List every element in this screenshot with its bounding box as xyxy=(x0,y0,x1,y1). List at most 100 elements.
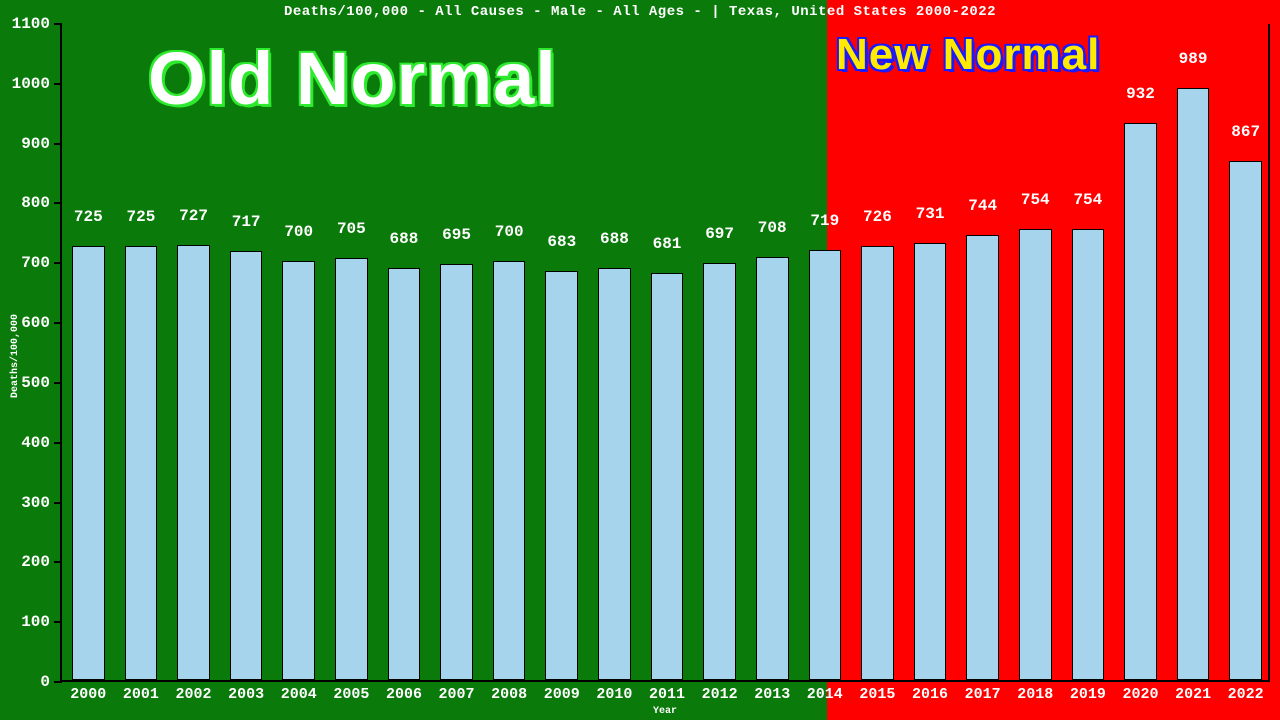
ytick-label: 200 xyxy=(21,553,50,571)
bar xyxy=(440,264,473,680)
bar xyxy=(388,268,421,680)
bar xyxy=(1124,123,1157,681)
ytick-mark xyxy=(54,262,62,264)
xtick-label: 2015 xyxy=(859,686,895,703)
xtick-label: 2009 xyxy=(544,686,580,703)
bar xyxy=(703,263,736,680)
xtick-label: 2006 xyxy=(386,686,422,703)
bar-value-label: 681 xyxy=(653,235,682,253)
ytick-mark xyxy=(54,442,62,444)
bar-value-label: 726 xyxy=(863,208,892,226)
xtick-label: 2005 xyxy=(333,686,369,703)
xtick-label: 2016 xyxy=(912,686,948,703)
xtick-label: 2021 xyxy=(1175,686,1211,703)
ytick-mark xyxy=(54,322,62,324)
bar-value-label: 705 xyxy=(337,220,366,238)
bar xyxy=(125,246,158,680)
bar-value-label: 688 xyxy=(600,230,629,248)
bar-value-label: 867 xyxy=(1231,123,1260,141)
bar xyxy=(1072,229,1105,680)
bar xyxy=(861,246,894,680)
bar xyxy=(1177,88,1210,680)
bar-value-label: 989 xyxy=(1179,50,1208,68)
ytick-mark xyxy=(54,23,62,25)
bar-value-label: 719 xyxy=(810,212,839,230)
xtick-label: 2018 xyxy=(1017,686,1053,703)
chart-stage: Deaths/100,000 - All Causes - Male - All… xyxy=(0,0,1280,720)
bar xyxy=(177,245,210,680)
ytick-mark xyxy=(54,621,62,623)
old-normal-label: Old Normal xyxy=(148,36,557,121)
plot-area: 0100200300400500600700800900100011007252… xyxy=(60,24,1270,682)
xtick-label: 2020 xyxy=(1122,686,1158,703)
xtick-label: 2012 xyxy=(702,686,738,703)
bar xyxy=(282,261,315,680)
ytick-mark xyxy=(54,382,62,384)
chart-title: Deaths/100,000 - All Causes - Male - All… xyxy=(0,4,1280,20)
y-axis-label: Deaths/100,000 xyxy=(10,314,21,398)
bar-value-label: 731 xyxy=(916,205,945,223)
xtick-label: 2010 xyxy=(596,686,632,703)
ytick-label: 500 xyxy=(21,374,50,392)
ytick-mark xyxy=(54,202,62,204)
bar-value-label: 700 xyxy=(284,223,313,241)
xtick-label: 2004 xyxy=(281,686,317,703)
bar xyxy=(1229,161,1262,680)
xtick-label: 2014 xyxy=(807,686,843,703)
xtick-label: 2017 xyxy=(965,686,1001,703)
bar xyxy=(335,258,368,680)
ytick-mark xyxy=(54,561,62,563)
ytick-mark xyxy=(54,143,62,145)
bar xyxy=(598,268,631,680)
ytick-label: 1000 xyxy=(12,75,50,93)
ytick-label: 800 xyxy=(21,194,50,212)
ytick-mark xyxy=(54,681,62,683)
bar-value-label: 727 xyxy=(179,207,208,225)
bar-value-label: 932 xyxy=(1126,85,1155,103)
xtick-label: 2011 xyxy=(649,686,685,703)
ytick-label: 0 xyxy=(40,673,50,691)
bar-value-label: 744 xyxy=(968,197,997,215)
new-normal-label: New Normal xyxy=(836,30,1100,80)
xtick-label: 2003 xyxy=(228,686,264,703)
xtick-label: 2007 xyxy=(439,686,475,703)
bar xyxy=(651,273,684,680)
ytick-label: 700 xyxy=(21,254,50,272)
ytick-mark xyxy=(54,83,62,85)
ytick-label: 300 xyxy=(21,494,50,512)
bar-value-label: 708 xyxy=(758,219,787,237)
bar-value-label: 688 xyxy=(390,230,419,248)
ytick-label: 900 xyxy=(21,135,50,153)
bar xyxy=(809,250,842,680)
bar xyxy=(756,257,789,681)
xtick-label: 2013 xyxy=(754,686,790,703)
bar-value-label: 717 xyxy=(232,213,261,231)
xtick-label: 2000 xyxy=(70,686,106,703)
bar-value-label: 683 xyxy=(547,233,576,251)
ytick-label: 600 xyxy=(21,314,50,332)
xtick-label: 2008 xyxy=(491,686,527,703)
xtick-label: 2001 xyxy=(123,686,159,703)
bar xyxy=(545,271,578,680)
bar xyxy=(493,261,526,680)
bar-value-label: 754 xyxy=(1073,191,1102,209)
bar-value-label: 754 xyxy=(1021,191,1050,209)
bar xyxy=(966,235,999,680)
bar xyxy=(230,251,263,680)
xtick-label: 2019 xyxy=(1070,686,1106,703)
ytick-label: 1100 xyxy=(12,15,50,33)
xtick-label: 2002 xyxy=(176,686,212,703)
xtick-label: 2022 xyxy=(1228,686,1264,703)
bar-value-label: 695 xyxy=(442,226,471,244)
bar-value-label: 697 xyxy=(705,225,734,243)
bar xyxy=(72,246,105,680)
bar-value-label: 725 xyxy=(127,208,156,226)
bar-value-label: 700 xyxy=(495,223,524,241)
ytick-label: 400 xyxy=(21,434,50,452)
bar-value-label: 725 xyxy=(74,208,103,226)
ytick-mark xyxy=(54,502,62,504)
ytick-label: 100 xyxy=(21,613,50,631)
bar xyxy=(1019,229,1052,680)
bar xyxy=(914,243,947,680)
x-axis-label: Year xyxy=(653,706,677,717)
